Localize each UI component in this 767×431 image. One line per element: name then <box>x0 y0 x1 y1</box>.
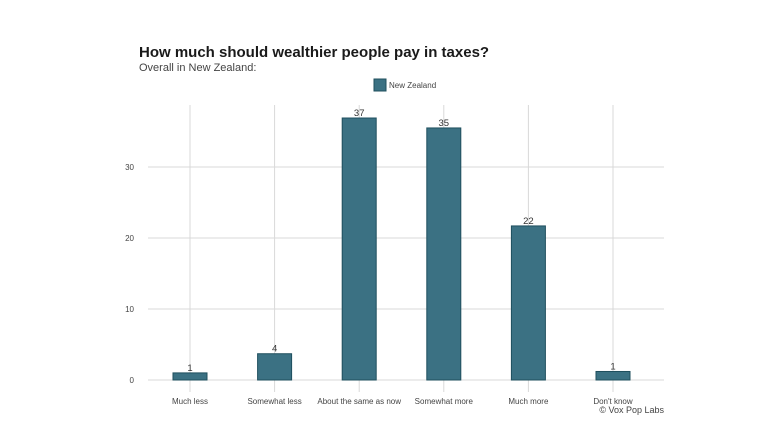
y-tick-label: 20 <box>125 234 134 243</box>
bar <box>510 225 546 381</box>
x-tick-label: Don't know <box>593 397 633 406</box>
bar <box>257 353 293 381</box>
bar-value-label: 4 <box>272 344 277 355</box>
x-tick-label: Much more <box>508 397 549 406</box>
chart-subtitle: Overall in New Zealand: <box>139 62 256 74</box>
x-tick-label: Somewhat more <box>415 397 474 406</box>
bar <box>341 117 377 381</box>
bar <box>426 127 462 381</box>
bar <box>595 370 631 381</box>
y-tick-label: 0 <box>130 376 135 385</box>
bar <box>172 372 208 381</box>
bars: 1 4 37 35 22 1 <box>172 108 631 381</box>
y-tick-label: 10 <box>125 305 134 314</box>
bar-value-label: 1 <box>187 363 192 374</box>
bar-value-label: 22 <box>523 216 534 227</box>
y-axis: 0 10 20 30 <box>125 163 134 385</box>
x-tick-label: Much less <box>172 397 208 406</box>
gridlines <box>148 105 664 392</box>
legend: New Zealand <box>373 78 436 92</box>
x-tick-label: About the same as now <box>317 397 401 406</box>
x-axis: Much less Somewhat less About the same as … <box>172 397 633 406</box>
legend-label: New Zealand <box>389 81 436 90</box>
bar-value-label: 35 <box>439 118 450 129</box>
x-tick-label: Somewhat less <box>247 397 301 406</box>
legend-swatch <box>373 78 387 92</box>
credit: © Vox Pop Labs <box>599 405 664 415</box>
bar-value-label: 1 <box>610 361 615 372</box>
y-tick-label: 30 <box>125 163 134 172</box>
bar-value-label: 37 <box>354 108 365 119</box>
chart-title: How much should wealthier people pay in … <box>139 44 489 61</box>
